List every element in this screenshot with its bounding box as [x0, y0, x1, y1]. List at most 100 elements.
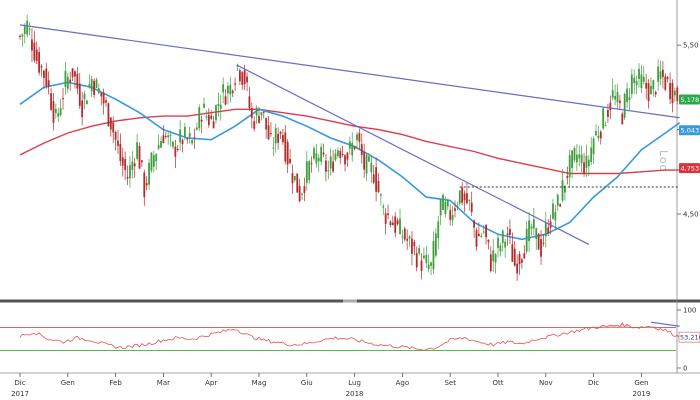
candle-body	[296, 173, 299, 193]
candle-body	[43, 70, 45, 78]
candle-body	[148, 162, 150, 185]
candle-body	[35, 49, 38, 61]
candle	[62, 87, 64, 110]
candle	[267, 116, 270, 141]
candle	[466, 182, 468, 205]
candle	[186, 136, 189, 144]
candle	[231, 89, 234, 98]
candle	[90, 75, 93, 98]
candle	[88, 74, 91, 89]
candle-body	[303, 186, 306, 193]
candle-body	[231, 90, 234, 94]
candle	[423, 247, 425, 260]
candle	[81, 92, 84, 126]
candle	[509, 219, 511, 245]
candle-body	[284, 132, 287, 162]
candle-body	[501, 230, 504, 243]
candle	[191, 139, 193, 146]
candle-body	[358, 132, 361, 142]
candle-body	[470, 202, 473, 212]
candle-body	[611, 90, 614, 98]
candle-body	[439, 199, 442, 216]
candle-body	[532, 219, 535, 229]
candle-body	[575, 154, 578, 163]
candle	[647, 79, 650, 109]
candle	[317, 154, 320, 173]
candle	[114, 130, 117, 151]
candle-body	[568, 155, 571, 178]
candle	[638, 63, 640, 88]
candle	[52, 93, 55, 131]
candle-body	[277, 134, 280, 143]
candle	[630, 68, 633, 99]
candle	[305, 150, 308, 191]
candle-body	[607, 109, 609, 117]
candle	[384, 208, 387, 235]
candle	[205, 110, 208, 121]
candle-body	[227, 85, 229, 94]
candle	[411, 231, 413, 266]
candle-body	[640, 74, 643, 88]
candle	[339, 147, 342, 164]
price-badge-label: 5,178	[681, 96, 700, 104]
candle	[506, 226, 509, 246]
candle-body	[566, 176, 569, 178]
candle	[554, 205, 557, 231]
candle	[616, 83, 619, 109]
candle	[564, 185, 566, 201]
candle-body	[174, 146, 177, 157]
candle-body	[200, 119, 203, 122]
candle-body	[19, 35, 21, 37]
candle	[272, 136, 275, 157]
candle-body	[322, 152, 325, 155]
candle-body	[243, 70, 246, 84]
candle	[468, 199, 471, 211]
candle-body	[356, 134, 358, 141]
candle	[657, 59, 660, 91]
rsi-overbought-fill	[600, 322, 630, 328]
time-year-label: 2018	[346, 390, 364, 398]
candle-body	[162, 135, 165, 144]
candle	[310, 156, 313, 173]
candle	[671, 79, 674, 113]
candle-body	[248, 96, 251, 109]
price-tick-label: 4,50	[683, 211, 699, 219]
candle-body	[475, 230, 478, 247]
candle-body	[645, 82, 648, 89]
candle-body	[602, 108, 605, 129]
candle-body	[205, 116, 208, 118]
candle	[23, 23, 26, 44]
candle-body	[133, 163, 136, 167]
candle	[76, 66, 79, 95]
candle	[344, 154, 346, 172]
candle	[250, 102, 253, 129]
candle-body	[117, 140, 119, 146]
candle	[604, 121, 607, 127]
price-tick-label: 5,50	[683, 42, 699, 50]
candle-body	[506, 233, 509, 235]
candle	[83, 90, 86, 110]
candle	[475, 227, 478, 251]
candle-body	[207, 114, 210, 126]
candle	[227, 82, 229, 105]
candle	[365, 153, 368, 181]
price-badge: 5,178	[679, 94, 700, 105]
candle-body	[181, 139, 184, 145]
candle-body	[66, 76, 69, 89]
candle-body	[375, 167, 378, 192]
candle	[458, 190, 461, 207]
panel-splitter-handle[interactable]	[343, 299, 357, 303]
candle	[260, 112, 263, 121]
candle	[626, 82, 628, 109]
candle	[143, 169, 146, 206]
candle-body	[396, 220, 399, 225]
candle-body	[74, 71, 76, 77]
candle	[21, 33, 24, 48]
candle	[50, 87, 52, 111]
candle-body	[88, 84, 91, 88]
candle	[45, 63, 48, 89]
candle-body	[260, 112, 263, 116]
candle-body	[451, 214, 454, 221]
candle	[215, 104, 217, 124]
candle	[614, 84, 617, 106]
